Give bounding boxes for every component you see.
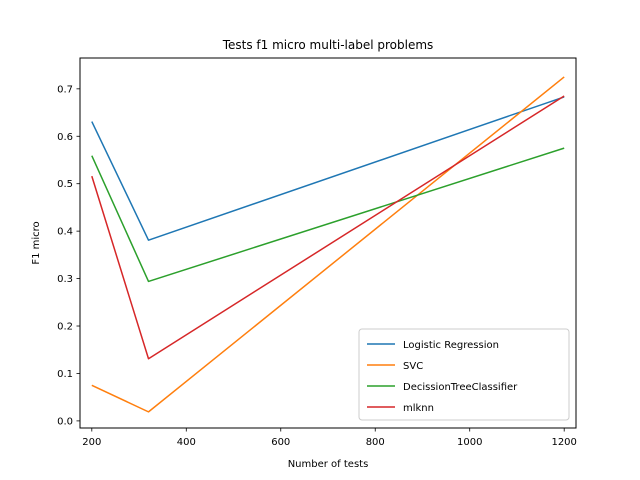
y-axis: 0.0 0.1 0.2 0.3 0.4 0.5 0.6 0.7 — [57, 84, 80, 427]
plot-area — [79, 57, 577, 429]
series-line-svc — [91, 76, 565, 413]
plot-frame — [79, 57, 577, 429]
x-tick-label: 400 — [177, 437, 196, 448]
series-line-logistic-regression — [91, 96, 565, 241]
x-tick-label: 1000 — [457, 437, 482, 448]
y-tick-label: 0.6 — [57, 132, 73, 143]
legend-label-decissiontreeclassifier: DecissionTreeClassifier — [403, 382, 518, 393]
y-tick-label: 0.1 — [57, 369, 73, 380]
series-lines — [91, 76, 565, 413]
legend-label-mlknn: mlknn — [403, 403, 434, 414]
y-axis-label: F1 micro — [31, 221, 42, 264]
x-tick-label: 600 — [271, 437, 290, 448]
chart-title: Tests f1 micro multi-label problems — [222, 38, 434, 52]
x-axis: 200 400 600 800 1000 1200 — [82, 428, 577, 448]
y-tick-label: 0.5 — [57, 179, 73, 190]
series-line-decissiontreeclassifier — [91, 147, 565, 283]
x-tick-label: 200 — [82, 437, 101, 448]
y-tick-label: 0.7 — [57, 84, 73, 95]
y-tick-label: 0.2 — [57, 322, 73, 333]
x-axis-label: Number of tests — [288, 459, 369, 470]
legend-box — [358, 328, 570, 421]
legend-label-logistic-regression: Logistic Regression — [403, 340, 499, 351]
y-tick-label: 0.0 — [57, 416, 73, 427]
x-tick-label: 800 — [366, 437, 385, 448]
series-line-mlknn — [91, 95, 565, 360]
y-tick-label: 0.3 — [57, 274, 73, 285]
legend: Logistic Regression SVC DecissionTreeClass… — [358, 328, 570, 421]
y-tick-label: 0.4 — [57, 227, 73, 238]
legend-label-svc: SVC — [403, 361, 423, 372]
x-tick-label: 1200 — [551, 437, 576, 448]
